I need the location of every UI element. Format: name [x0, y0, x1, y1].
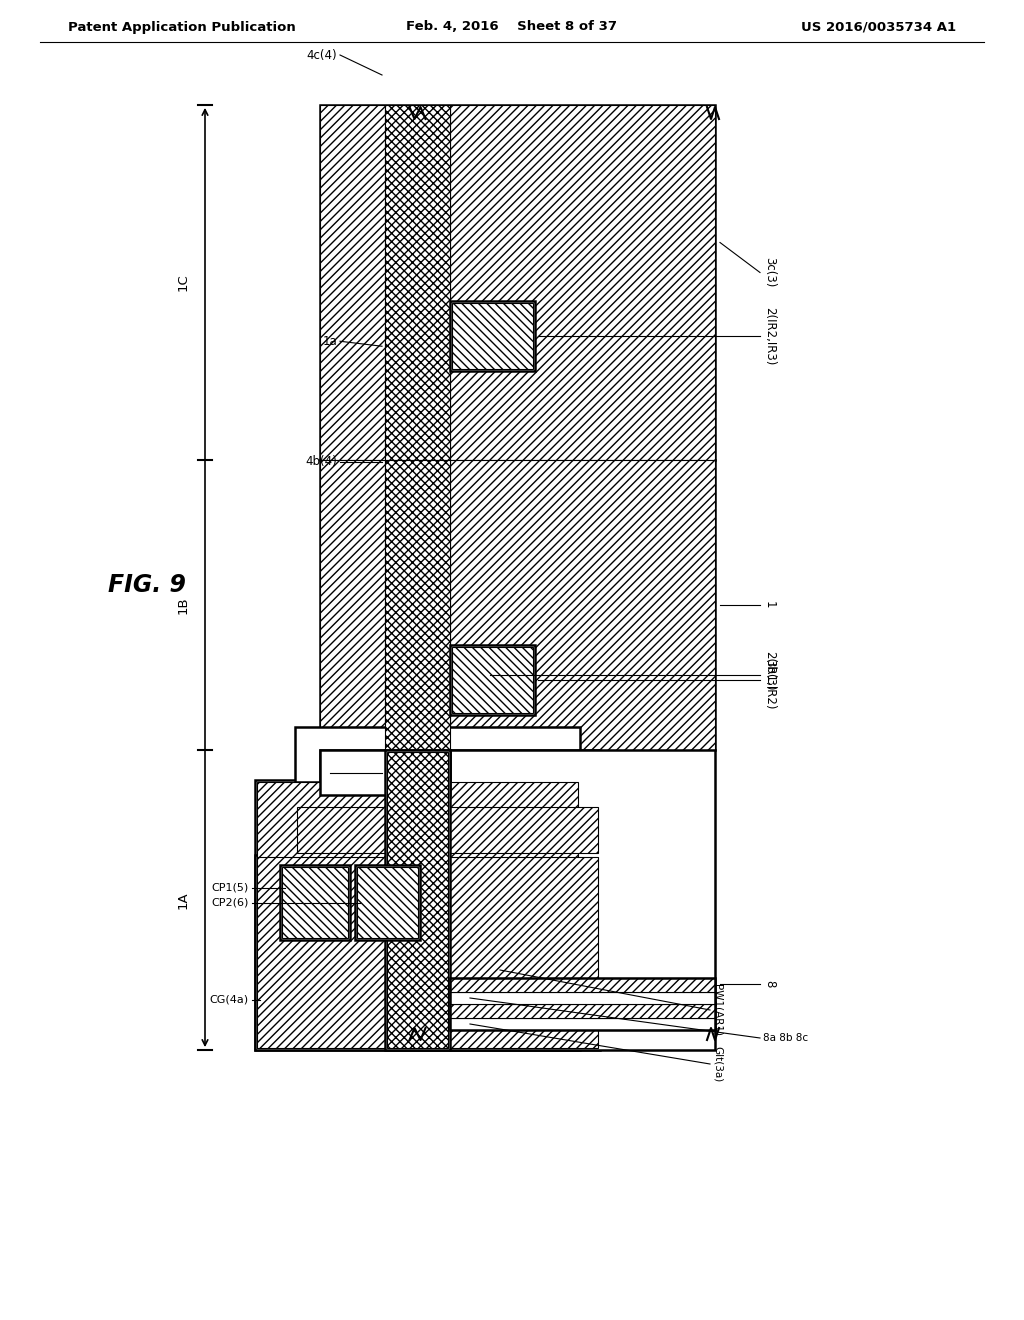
Text: 4c(4): 4c(4): [306, 49, 337, 62]
Bar: [450, 993, 715, 1005]
Bar: [280, 865, 350, 940]
Bar: [255, 855, 600, 1049]
Text: 1A: 1A: [176, 891, 189, 908]
Bar: [385, 459, 450, 750]
Text: 1: 1: [763, 601, 776, 609]
Bar: [319, 750, 600, 805]
Text: CP1(5): CP1(5): [212, 883, 249, 892]
Text: 1C: 1C: [176, 273, 189, 292]
Bar: [450, 1018, 715, 1030]
Text: FIG. 9: FIG. 9: [108, 573, 186, 597]
Bar: [387, 752, 449, 1048]
Bar: [255, 780, 580, 1049]
Bar: [257, 781, 578, 1048]
Bar: [297, 807, 598, 853]
Bar: [385, 750, 450, 1049]
Bar: [452, 647, 534, 713]
Bar: [319, 106, 715, 459]
Bar: [319, 750, 450, 795]
Text: US 2016/0035734 A1: US 2016/0035734 A1: [801, 21, 956, 33]
Bar: [319, 459, 715, 750]
Bar: [357, 867, 418, 939]
Bar: [450, 301, 535, 371]
Bar: [295, 805, 600, 855]
Bar: [295, 727, 580, 781]
Bar: [450, 978, 715, 1030]
Text: PW1(AR1): PW1(AR1): [713, 983, 723, 1036]
Bar: [450, 645, 535, 715]
Text: CP2(6): CP2(6): [212, 898, 249, 908]
Text: 3c(3): 3c(3): [763, 257, 776, 288]
Bar: [450, 978, 715, 993]
Text: Feb. 4, 2016    Sheet 8 of 37: Feb. 4, 2016 Sheet 8 of 37: [407, 21, 617, 33]
Text: 2(IR2,IR3): 2(IR2,IR3): [763, 308, 776, 366]
Text: 8: 8: [763, 981, 776, 987]
Bar: [450, 106, 715, 459]
Bar: [257, 857, 598, 1048]
Bar: [319, 459, 385, 750]
Text: CG(4a): CG(4a): [210, 995, 249, 1005]
Text: 4b(4): 4b(4): [305, 455, 337, 469]
Bar: [319, 106, 385, 459]
Text: Patent Application Publication: Patent Application Publication: [68, 21, 296, 33]
Bar: [450, 750, 715, 1049]
Bar: [385, 106, 450, 459]
Text: 9: 9: [319, 767, 327, 780]
Text: Glt(3a): Glt(3a): [713, 1045, 723, 1082]
Bar: [452, 304, 534, 370]
Text: 1B: 1B: [176, 597, 189, 614]
Bar: [450, 1005, 715, 1018]
Text: 1a: 1a: [323, 335, 337, 347]
Text: 3b(3): 3b(3): [763, 659, 776, 690]
Text: 8a 8b 8c: 8a 8b 8c: [763, 1034, 808, 1043]
Bar: [450, 459, 715, 750]
Text: 2(IR1,IR2): 2(IR1,IR2): [763, 651, 776, 709]
Bar: [355, 865, 420, 940]
Bar: [282, 867, 348, 939]
